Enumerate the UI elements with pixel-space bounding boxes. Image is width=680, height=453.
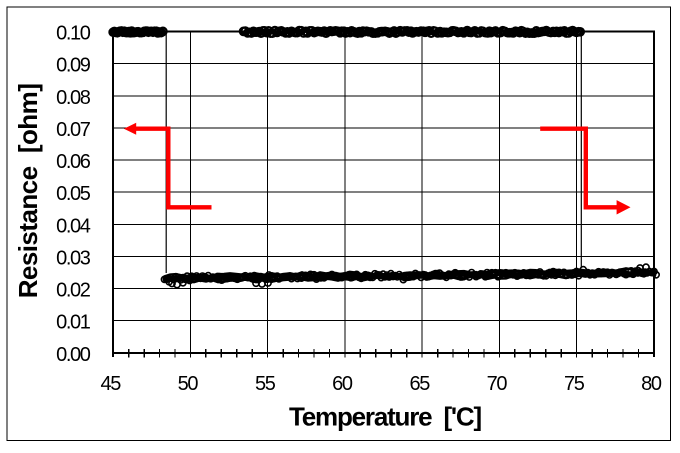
svg-text:0.03: 0.03: [56, 247, 91, 269]
svg-text:65: 65: [409, 373, 430, 395]
svg-text:0.05: 0.05: [56, 183, 91, 205]
svg-text:0.04: 0.04: [56, 215, 91, 237]
svg-text:Resistance [ohm]: Resistance [ohm]: [13, 84, 43, 299]
svg-text:0.07: 0.07: [56, 119, 91, 141]
svg-text:0.02: 0.02: [56, 280, 91, 302]
svg-text:55: 55: [255, 373, 276, 395]
svg-text:0.06: 0.06: [56, 151, 91, 173]
svg-text:50: 50: [178, 373, 199, 395]
svg-text:60: 60: [332, 373, 353, 395]
svg-text:70: 70: [487, 373, 508, 395]
svg-text:0.09: 0.09: [56, 55, 91, 77]
svg-text:0.01: 0.01: [56, 312, 91, 334]
svg-text:75: 75: [564, 373, 585, 395]
svg-text:0.10: 0.10: [56, 23, 91, 45]
svg-text:Temperature ['C]: Temperature ['C]: [289, 402, 481, 432]
svg-text:0.08: 0.08: [56, 87, 91, 109]
svg-text:0.00: 0.00: [56, 344, 91, 366]
svg-text:80: 80: [641, 373, 662, 395]
svg-text:45: 45: [100, 373, 121, 395]
